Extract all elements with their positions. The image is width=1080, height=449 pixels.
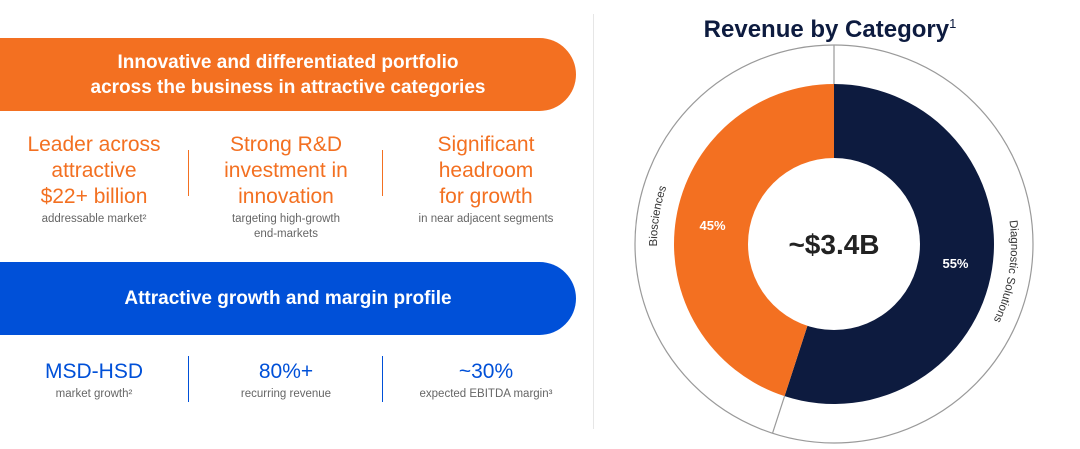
- slice-percent-label: 55%: [942, 256, 968, 271]
- metric-recurring-revenue: 80%+ recurring revenue: [190, 359, 382, 402]
- feature-divider: [188, 150, 189, 196]
- metric-market-growth: MSD-HSD market growth²: [0, 359, 188, 402]
- feature-rnd-investment: Strong R&D investment in innovation targ…: [190, 132, 382, 242]
- metric-subtext: recurring revenue: [240, 388, 332, 400]
- ring-category-label-path: Diagnostic Solutions: [991, 219, 1020, 324]
- portfolio-banner: Innovative and differentiated portfolio …: [0, 38, 576, 111]
- feature-title-line: $22+ billion: [40, 185, 148, 208]
- growth-margin-banner: Attractive growth and margin profile: [0, 262, 576, 335]
- portfolio-banner-line1: Innovative and differentiated portfolio: [117, 51, 459, 73]
- chart-title-text: Revenue by Category: [703, 16, 950, 43]
- metric-divider: [188, 356, 189, 402]
- feature-market-leader: Leader across attractive $22+ billion ad…: [0, 132, 188, 227]
- chart-title-footnote: 1: [949, 16, 957, 31]
- metric-subtext: market growth²: [55, 388, 133, 400]
- metric-subtext: expected EBITDA margin³: [419, 388, 553, 400]
- panel-divider: [593, 14, 594, 429]
- feature-subtext: in near adjacent segments: [418, 213, 554, 225]
- ring-category-label-path: Biosciences: [648, 184, 669, 247]
- ring-separator: [771, 395, 786, 434]
- metric-value: MSD-HSD: [45, 360, 143, 383]
- feature-divider: [382, 150, 383, 196]
- feature-subtext: targeting high-growth: [231, 213, 341, 225]
- donut-center-total: ~$3.4B: [788, 229, 879, 260]
- metric-ebitda-margin: ~30% expected EBITDA margin³: [384, 359, 588, 402]
- feature-title-line: attractive: [51, 159, 137, 182]
- metric-value: ~30%: [458, 360, 514, 383]
- feature-headroom: Significant headroom for growth in near …: [384, 132, 588, 227]
- feature-title-line: Leader across: [27, 133, 161, 156]
- chart-title: Revenue by Category1: [696, 16, 964, 44]
- feature-title-line: Significant: [437, 133, 535, 156]
- ring-category-label: Biosciences: [648, 184, 669, 247]
- feature-title-line: for growth: [439, 185, 533, 208]
- donut-hole: [748, 158, 920, 330]
- feature-title-line: Strong R&D: [229, 133, 343, 156]
- growth-margin-banner-text: Attractive growth and margin profile: [124, 288, 452, 309]
- feature-subtext: end-markets: [254, 228, 318, 240]
- feature-subtext: addressable market²: [41, 213, 147, 225]
- feature-title-line: headroom: [438, 159, 534, 182]
- ring-category-label: Diagnostic Solutions: [991, 219, 1020, 324]
- metric-value: 80%+: [258, 360, 314, 383]
- metric-divider: [382, 356, 383, 402]
- portfolio-banner-line2: across the business in attractive catego…: [90, 76, 486, 98]
- feature-title-line: investment in: [224, 159, 348, 182]
- slice-percent-label: 45%: [699, 218, 725, 233]
- feature-title-line: innovation: [238, 185, 334, 208]
